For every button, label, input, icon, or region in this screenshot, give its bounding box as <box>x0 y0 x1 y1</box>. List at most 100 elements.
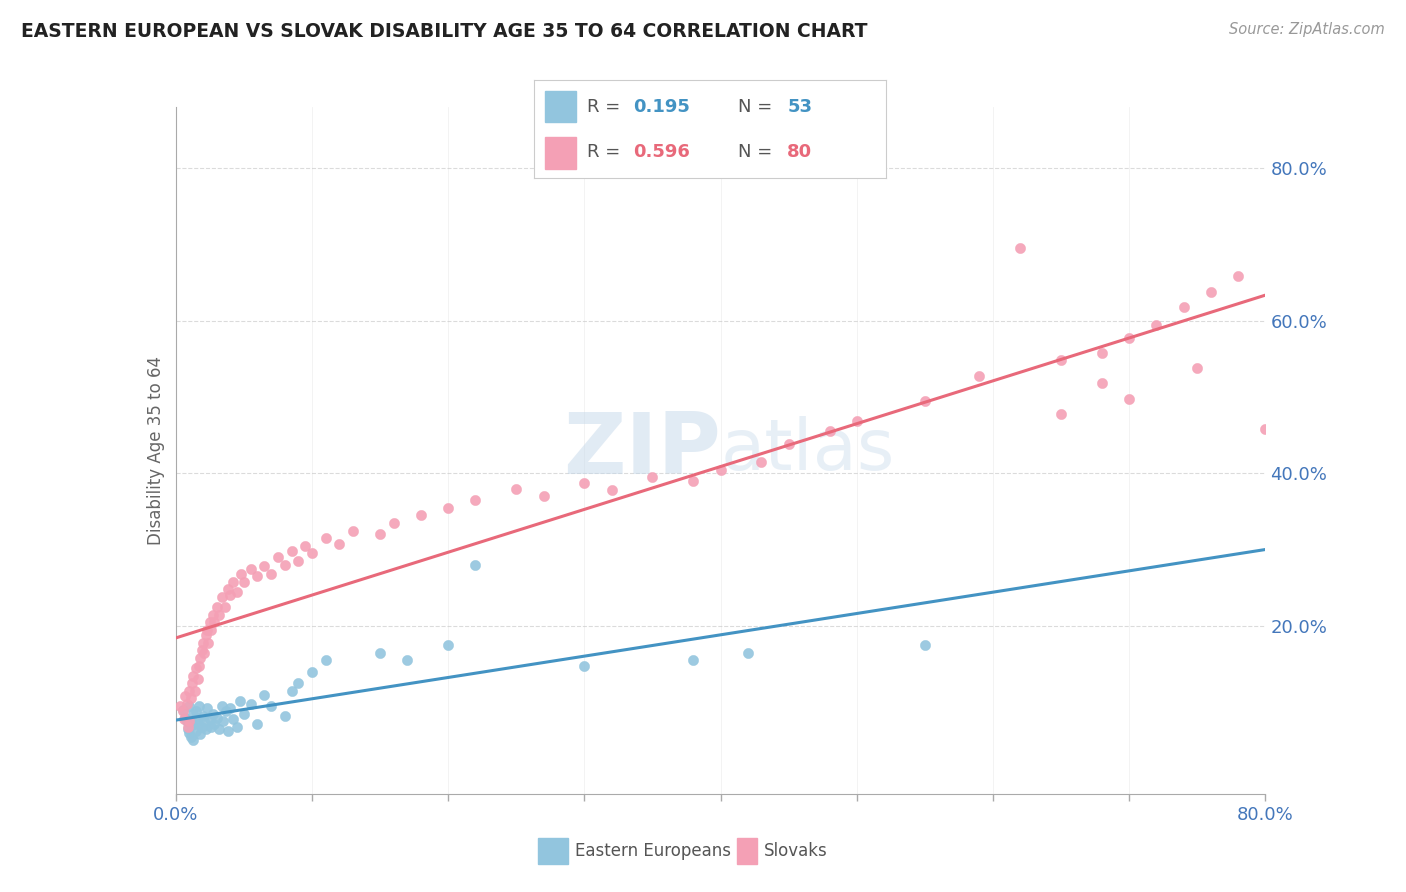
Point <box>260 567 283 582</box>
Point <box>183 668 205 682</box>
Point <box>226 584 249 599</box>
Point <box>1118 392 1140 406</box>
Point <box>191 636 214 650</box>
Point <box>187 699 209 714</box>
Point <box>845 414 868 428</box>
Point <box>208 722 231 736</box>
Text: atlas: atlas <box>721 416 896 485</box>
Point <box>174 689 197 703</box>
Point <box>1144 318 1167 332</box>
Point <box>176 714 198 729</box>
Point <box>533 489 555 503</box>
Point <box>505 482 527 496</box>
Point <box>274 558 297 572</box>
Point <box>208 607 231 622</box>
Point <box>187 658 209 673</box>
Point <box>180 691 202 706</box>
Point <box>169 699 191 714</box>
Point <box>1187 361 1209 376</box>
Bar <box>544 137 576 169</box>
Point <box>574 658 596 673</box>
Point <box>1254 422 1277 436</box>
Point <box>437 638 460 652</box>
Y-axis label: Disability Age 35 to 64: Disability Age 35 to 64 <box>146 356 165 545</box>
Point <box>190 643 212 657</box>
Point <box>682 653 704 667</box>
Point <box>464 493 486 508</box>
Text: Source: ZipAtlas.com: Source: ZipAtlas.com <box>1229 22 1385 37</box>
Point <box>1173 300 1195 314</box>
Point <box>382 516 405 530</box>
Point <box>172 705 194 719</box>
Point <box>342 524 364 538</box>
Point <box>186 673 209 687</box>
Text: EASTERN EUROPEAN VS SLOVAK DISABILITY AGE 35 TO 64 CORRELATION CHART: EASTERN EUROPEAN VS SLOVAK DISABILITY AG… <box>21 22 868 41</box>
Text: Eastern Europeans: Eastern Europeans <box>575 842 731 860</box>
Point <box>287 554 309 568</box>
Point <box>190 720 212 734</box>
Text: N =: N = <box>738 98 778 116</box>
Point <box>818 425 841 439</box>
Point <box>232 706 254 721</box>
Point <box>600 483 623 497</box>
Point <box>186 705 208 719</box>
Point <box>1199 285 1222 299</box>
Point <box>914 638 936 652</box>
Point <box>172 703 194 717</box>
Point <box>186 716 209 731</box>
Point <box>188 651 211 665</box>
Point <box>217 582 239 597</box>
Text: N =: N = <box>738 143 778 161</box>
Point <box>180 730 202 744</box>
Point <box>211 699 233 714</box>
Point <box>183 733 205 747</box>
Point <box>195 701 218 715</box>
Point <box>205 599 228 614</box>
Point <box>215 705 238 719</box>
Text: Slovaks: Slovaks <box>763 842 828 860</box>
Point <box>219 589 242 603</box>
Point <box>1227 269 1250 284</box>
Text: R =: R = <box>588 143 626 161</box>
Point <box>287 676 309 690</box>
Point <box>751 455 773 469</box>
Point <box>231 567 253 582</box>
Point <box>574 475 596 490</box>
Point <box>177 720 200 734</box>
Point <box>179 726 201 740</box>
Point <box>260 699 283 714</box>
Bar <box>737 838 756 864</box>
Point <box>267 550 290 565</box>
Point <box>201 607 224 622</box>
Point <box>198 712 221 726</box>
Point <box>179 683 201 698</box>
Text: R =: R = <box>588 98 626 116</box>
Point <box>294 539 316 553</box>
Point <box>181 676 204 690</box>
Bar <box>544 91 576 122</box>
Point <box>197 636 219 650</box>
Point <box>183 706 205 721</box>
Point <box>194 628 217 642</box>
Point <box>1091 345 1114 359</box>
Point <box>179 714 201 729</box>
Point <box>193 646 215 660</box>
Point <box>222 712 245 726</box>
Point <box>246 569 269 583</box>
Point <box>174 710 197 724</box>
Point <box>211 590 233 604</box>
Point <box>184 712 207 726</box>
Text: 0.195: 0.195 <box>633 98 689 116</box>
Point <box>214 599 236 614</box>
Point <box>778 437 800 451</box>
Point <box>176 697 198 711</box>
Point <box>186 724 208 739</box>
Point <box>464 558 486 572</box>
Text: 80: 80 <box>787 143 813 161</box>
Point <box>246 716 269 731</box>
Point <box>205 710 228 724</box>
Point <box>222 574 245 589</box>
Point <box>315 531 337 545</box>
Point <box>301 546 323 561</box>
Point <box>229 694 252 708</box>
